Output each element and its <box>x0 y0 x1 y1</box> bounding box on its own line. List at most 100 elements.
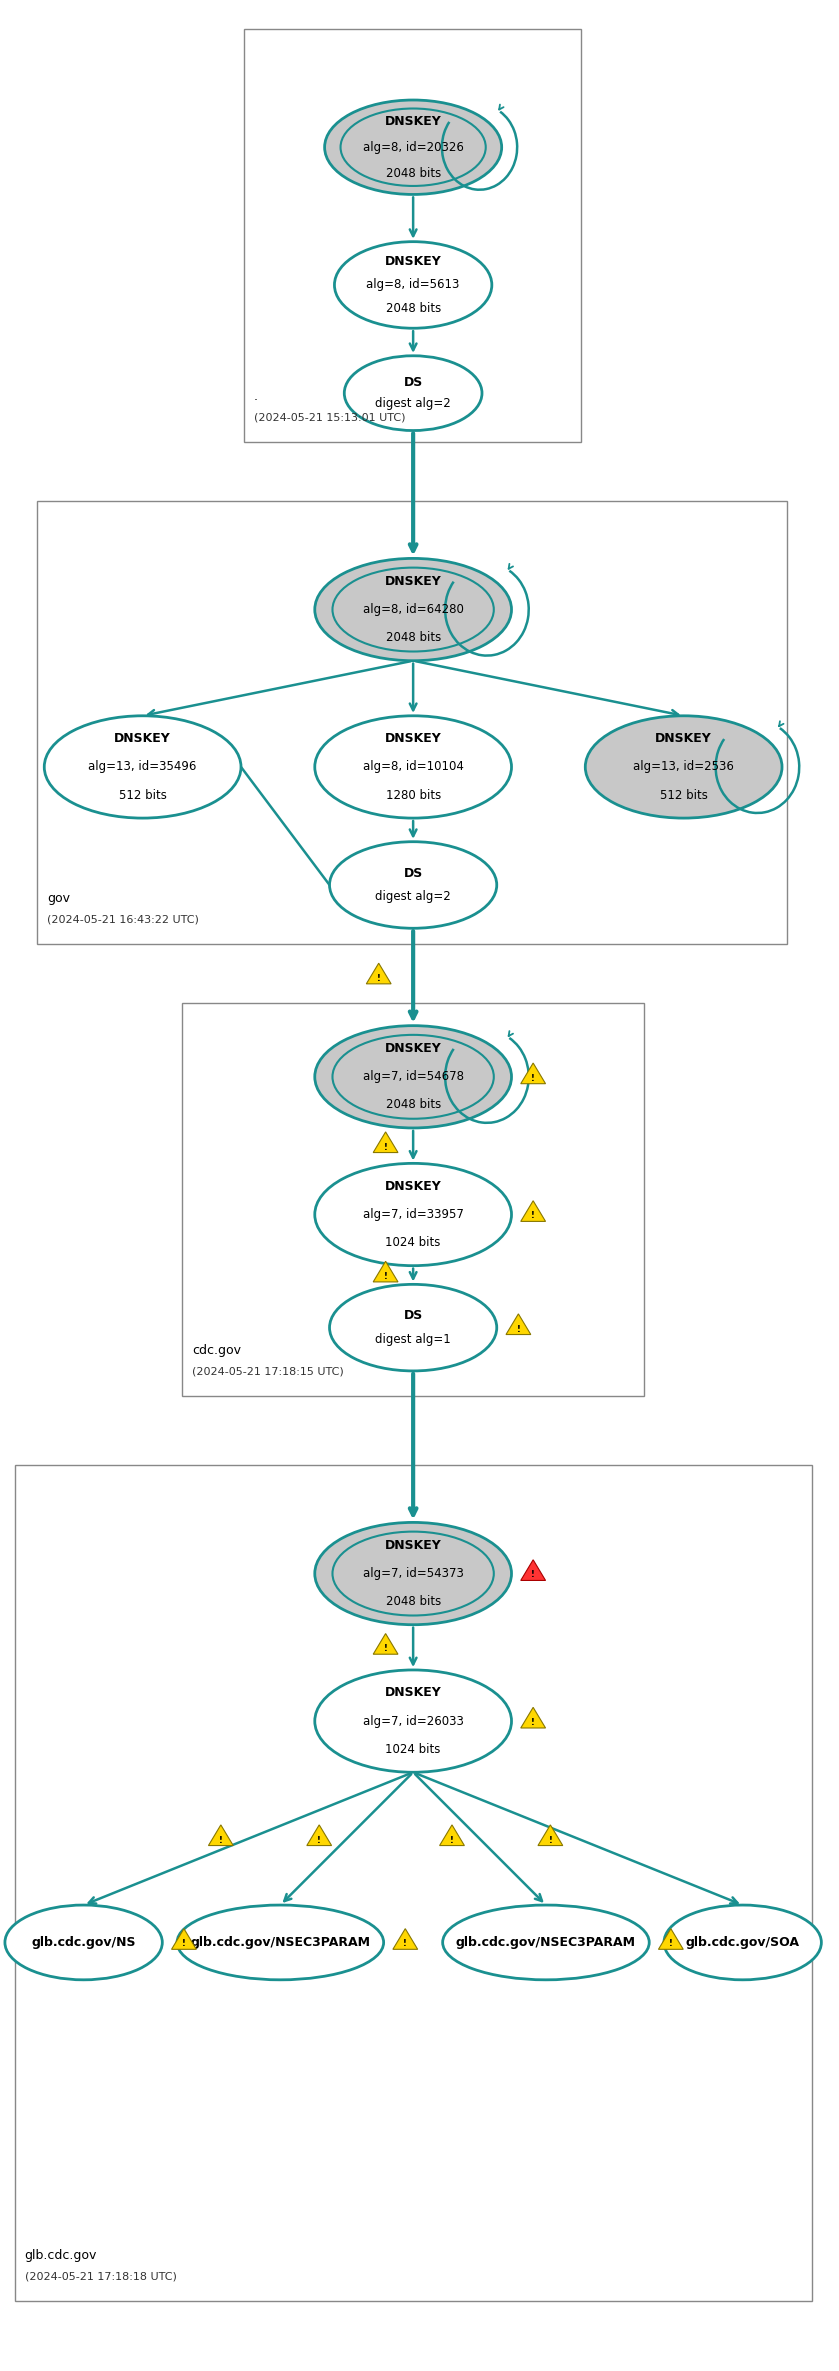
Text: gov: gov <box>47 891 70 906</box>
Text: 1024 bits: 1024 bits <box>385 1743 440 1757</box>
Text: !: ! <box>531 1074 535 1084</box>
Text: !: ! <box>219 1835 223 1845</box>
Text: (2024-05-21 17:18:18 UTC): (2024-05-21 17:18:18 UTC) <box>24 2271 176 2281</box>
Text: !: ! <box>517 1325 520 1333</box>
Ellipse shape <box>315 1522 512 1624</box>
Text: 1024 bits: 1024 bits <box>385 1235 440 1250</box>
Text: DNSKEY: DNSKEY <box>114 733 171 744</box>
Text: DS: DS <box>404 1309 423 1323</box>
Text: alg=13, id=2536: alg=13, id=2536 <box>633 761 734 773</box>
Text: 2048 bits: 2048 bits <box>385 631 440 645</box>
Text: digest alg=2: digest alg=2 <box>375 396 451 410</box>
Text: alg=7, id=54373: alg=7, id=54373 <box>362 1567 464 1579</box>
Bar <box>38 500 787 944</box>
Text: DS: DS <box>404 377 423 389</box>
Polygon shape <box>521 1200 545 1221</box>
Text: glb.cdc.gov: glb.cdc.gov <box>24 2250 97 2262</box>
Text: !: ! <box>317 1835 321 1845</box>
Text: !: ! <box>182 1939 186 1949</box>
Polygon shape <box>659 1928 683 1949</box>
Text: 1280 bits: 1280 bits <box>385 790 440 801</box>
Text: glb.cdc.gov/NSEC3PARAM: glb.cdc.gov/NSEC3PARAM <box>190 1937 370 1949</box>
Text: !: ! <box>450 1835 454 1845</box>
Text: !: ! <box>669 1939 673 1949</box>
Bar <box>15 1465 811 2302</box>
Ellipse shape <box>315 1027 512 1129</box>
Text: alg=8, id=5613: alg=8, id=5613 <box>367 277 460 292</box>
Polygon shape <box>440 1826 465 1845</box>
Text: DNSKEY: DNSKEY <box>385 1539 441 1553</box>
Ellipse shape <box>5 1904 162 1980</box>
Text: !: ! <box>383 1643 388 1653</box>
Polygon shape <box>521 1062 545 1084</box>
Polygon shape <box>208 1826 233 1845</box>
Polygon shape <box>373 1261 398 1283</box>
Text: alg=13, id=35496: alg=13, id=35496 <box>88 761 197 773</box>
Text: !: ! <box>549 1835 552 1845</box>
Text: DNSKEY: DNSKEY <box>385 1686 441 1700</box>
Text: !: ! <box>383 1271 388 1280</box>
Text: glb.cdc.gov/NS: glb.cdc.gov/NS <box>31 1937 136 1949</box>
Text: alg=8, id=20326: alg=8, id=20326 <box>362 140 464 154</box>
Text: DNSKEY: DNSKEY <box>655 733 712 744</box>
Polygon shape <box>521 1707 545 1728</box>
Text: glb.cdc.gov/NSEC3PARAM: glb.cdc.gov/NSEC3PARAM <box>456 1937 636 1949</box>
Text: (2024-05-21 17:18:15 UTC): (2024-05-21 17:18:15 UTC) <box>192 1366 343 1378</box>
Polygon shape <box>538 1826 563 1845</box>
Text: glb.cdc.gov/SOA: glb.cdc.gov/SOA <box>685 1937 800 1949</box>
Ellipse shape <box>325 100 502 194</box>
Ellipse shape <box>664 1904 821 1980</box>
Text: (2024-05-21 16:43:22 UTC): (2024-05-21 16:43:22 UTC) <box>47 915 199 925</box>
Text: cdc.gov: cdc.gov <box>192 1344 241 1356</box>
Ellipse shape <box>330 1285 497 1370</box>
Ellipse shape <box>335 242 492 327</box>
Text: DNSKEY: DNSKEY <box>385 733 441 744</box>
Bar <box>244 28 581 443</box>
Polygon shape <box>393 1928 418 1949</box>
Polygon shape <box>171 1928 196 1949</box>
Text: !: ! <box>377 974 381 984</box>
Text: !: ! <box>531 1212 535 1221</box>
Text: alg=8, id=10104: alg=8, id=10104 <box>362 761 464 773</box>
Bar <box>182 1003 644 1397</box>
Ellipse shape <box>315 1669 512 1771</box>
Text: (2024-05-21 15:13:01 UTC): (2024-05-21 15:13:01 UTC) <box>253 413 405 422</box>
Ellipse shape <box>344 356 482 432</box>
Text: alg=7, id=26033: alg=7, id=26033 <box>362 1714 464 1728</box>
Ellipse shape <box>315 560 512 662</box>
Ellipse shape <box>443 1904 649 1980</box>
Text: 512 bits: 512 bits <box>118 790 167 801</box>
Polygon shape <box>373 1131 398 1152</box>
Text: !: ! <box>531 1570 535 1579</box>
Text: DNSKEY: DNSKEY <box>385 1181 441 1193</box>
Text: !: ! <box>404 1939 407 1949</box>
Text: DS: DS <box>404 865 423 880</box>
Text: 2048 bits: 2048 bits <box>385 1098 440 1112</box>
Polygon shape <box>831 1928 839 1949</box>
Polygon shape <box>373 1634 398 1655</box>
Text: .: . <box>253 389 258 403</box>
Text: digest alg=1: digest alg=1 <box>375 1333 451 1347</box>
Text: 512 bits: 512 bits <box>659 790 707 801</box>
Ellipse shape <box>315 716 512 818</box>
Polygon shape <box>521 1560 545 1581</box>
Text: 2048 bits: 2048 bits <box>385 1596 440 1608</box>
Text: DNSKEY: DNSKEY <box>385 1043 441 1055</box>
Ellipse shape <box>315 1164 512 1266</box>
Text: digest alg=2: digest alg=2 <box>375 891 451 903</box>
Text: DNSKEY: DNSKEY <box>385 254 441 268</box>
Polygon shape <box>506 1314 531 1335</box>
Polygon shape <box>367 963 391 984</box>
Text: alg=7, id=33957: alg=7, id=33957 <box>362 1207 464 1221</box>
Text: 2048 bits: 2048 bits <box>385 301 440 315</box>
Text: !: ! <box>531 1719 535 1726</box>
Ellipse shape <box>586 716 782 818</box>
Polygon shape <box>307 1826 331 1845</box>
Text: 2048 bits: 2048 bits <box>385 166 440 180</box>
Text: DNSKEY: DNSKEY <box>385 574 441 588</box>
Text: DNSKEY: DNSKEY <box>385 114 441 128</box>
Ellipse shape <box>44 716 241 818</box>
Ellipse shape <box>330 842 497 929</box>
Text: alg=7, id=54678: alg=7, id=54678 <box>362 1069 464 1084</box>
Text: alg=8, id=64280: alg=8, id=64280 <box>362 602 464 616</box>
